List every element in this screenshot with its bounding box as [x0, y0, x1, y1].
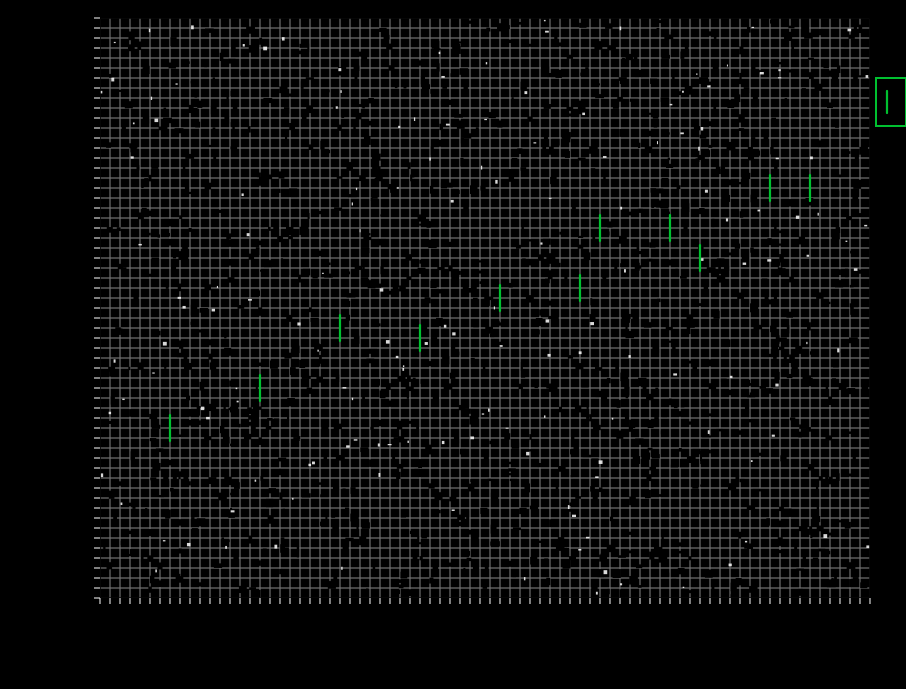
chart-container: { "chart": { "type": "scatter", "canvas_… [0, 0, 906, 689]
chart-svg [0, 0, 906, 689]
